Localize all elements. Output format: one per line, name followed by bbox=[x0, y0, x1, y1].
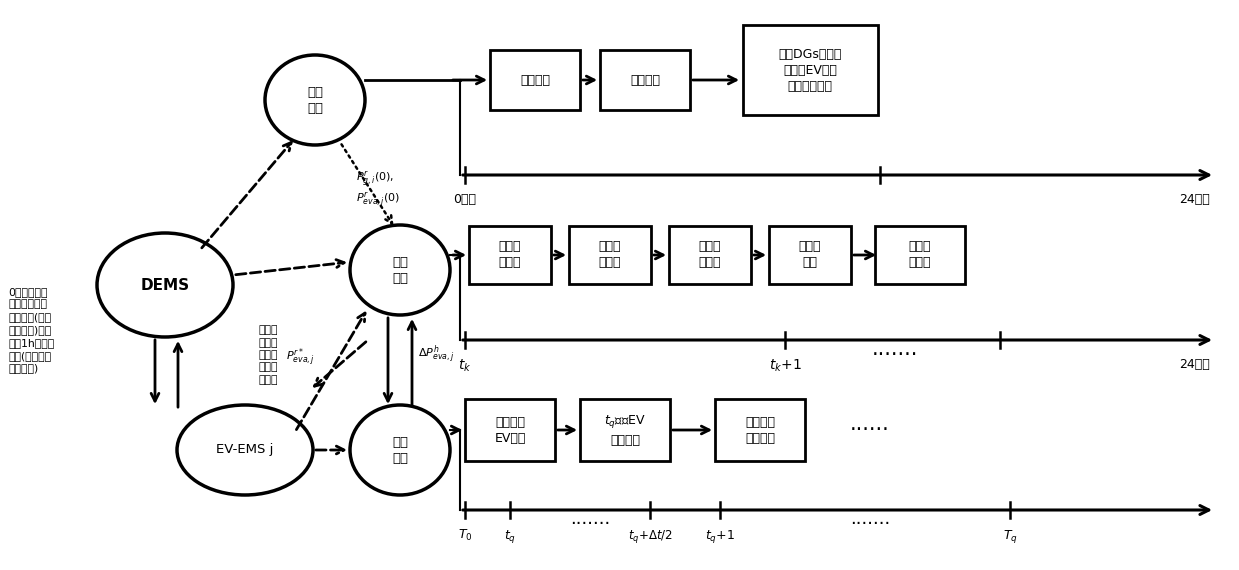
Text: 日内
校正: 日内 校正 bbox=[392, 255, 408, 284]
Text: 24时刻: 24时刻 bbox=[1180, 358, 1211, 371]
Text: 实时
调度: 实时 调度 bbox=[392, 435, 408, 465]
FancyBboxPatch shape bbox=[715, 399, 805, 461]
Text: 每整点
时刻上
传更新
后的负
荷曲线: 每整点 时刻上 传更新 后的负 荷曲线 bbox=[258, 325, 278, 385]
Text: ·······: ······· bbox=[872, 345, 918, 365]
Text: $P^r_{g,i}(0)$,
$P^r_{eva,j}(0)$: $P^r_{g,i}(0)$, $P^r_{eva,j}(0)$ bbox=[356, 170, 400, 210]
Text: $t_q$+$\Delta t/2$: $t_q$+$\Delta t/2$ bbox=[628, 528, 673, 545]
FancyBboxPatch shape bbox=[769, 226, 851, 284]
Text: 日前
计划: 日前 计划 bbox=[307, 86, 323, 115]
FancyBboxPatch shape bbox=[600, 50, 690, 110]
Text: 日前预测: 日前预测 bbox=[520, 74, 550, 87]
Text: $t_q$: $t_q$ bbox=[504, 528, 517, 545]
Text: 反馈实际
充电功率: 反馈实际 充电功率 bbox=[745, 416, 776, 445]
Text: 时间窗
后移: 时间窗 后移 bbox=[799, 241, 821, 270]
Text: 重复滚
动校正: 重复滚 动校正 bbox=[908, 241, 932, 270]
Text: 日内短
期预测: 日内短 期预测 bbox=[499, 241, 522, 270]
FancyBboxPatch shape bbox=[580, 399, 670, 461]
Text: $t_q$+1: $t_q$+1 bbox=[705, 528, 735, 545]
FancyBboxPatch shape bbox=[470, 226, 551, 284]
Text: 采集入网
EV信息: 采集入网 EV信息 bbox=[494, 416, 525, 445]
Text: ·······: ······· bbox=[850, 515, 890, 533]
Text: ······: ······ bbox=[850, 420, 890, 440]
Text: 0时刻下达区
域充电功率初
始整定值(日前
优化结果)，然
后每1h下达修
正值(第二阶段
校正结果): 0时刻下达区 域充电功率初 始整定值(日前 优化结果)，然 后每1h下达修 正值… bbox=[7, 287, 55, 373]
Text: 0时刻: 0时刻 bbox=[453, 193, 477, 206]
Text: ·······: ······· bbox=[570, 515, 610, 533]
Text: 日前优化: 日前优化 bbox=[629, 74, 660, 87]
Text: $t_q$时刻EV
功率分配: $t_q$时刻EV 功率分配 bbox=[605, 413, 646, 446]
Text: $T_q$: $T_q$ bbox=[1002, 528, 1017, 545]
Text: 24时刻: 24时刻 bbox=[1180, 193, 1211, 206]
FancyBboxPatch shape bbox=[489, 50, 580, 110]
FancyBboxPatch shape bbox=[875, 226, 965, 284]
Text: $t_k$: $t_k$ bbox=[458, 358, 472, 374]
Text: $P^{r*}_{eva,j}$: $P^{r*}_{eva,j}$ bbox=[286, 347, 315, 369]
Text: 执行校
正结果: 执行校 正结果 bbox=[699, 241, 721, 270]
Text: $T_0$: $T_0$ bbox=[457, 528, 472, 543]
FancyBboxPatch shape bbox=[742, 25, 877, 115]
FancyBboxPatch shape bbox=[465, 399, 555, 461]
FancyBboxPatch shape bbox=[669, 226, 751, 284]
Text: $t_k$+1: $t_k$+1 bbox=[768, 358, 802, 374]
Text: 可控DGs出力及
各区域EV集合
充电功率计划: 可控DGs出力及 各区域EV集合 充电功率计划 bbox=[778, 47, 841, 92]
FancyBboxPatch shape bbox=[569, 226, 650, 284]
Text: EV-EMS j: EV-EMS j bbox=[217, 443, 274, 457]
Text: $\Delta P^h_{eva,j}$: $\Delta P^h_{eva,j}$ bbox=[418, 344, 455, 366]
Text: 功率偏
差校正: 功率偏 差校正 bbox=[598, 241, 621, 270]
Text: DEMS: DEMS bbox=[140, 278, 190, 292]
